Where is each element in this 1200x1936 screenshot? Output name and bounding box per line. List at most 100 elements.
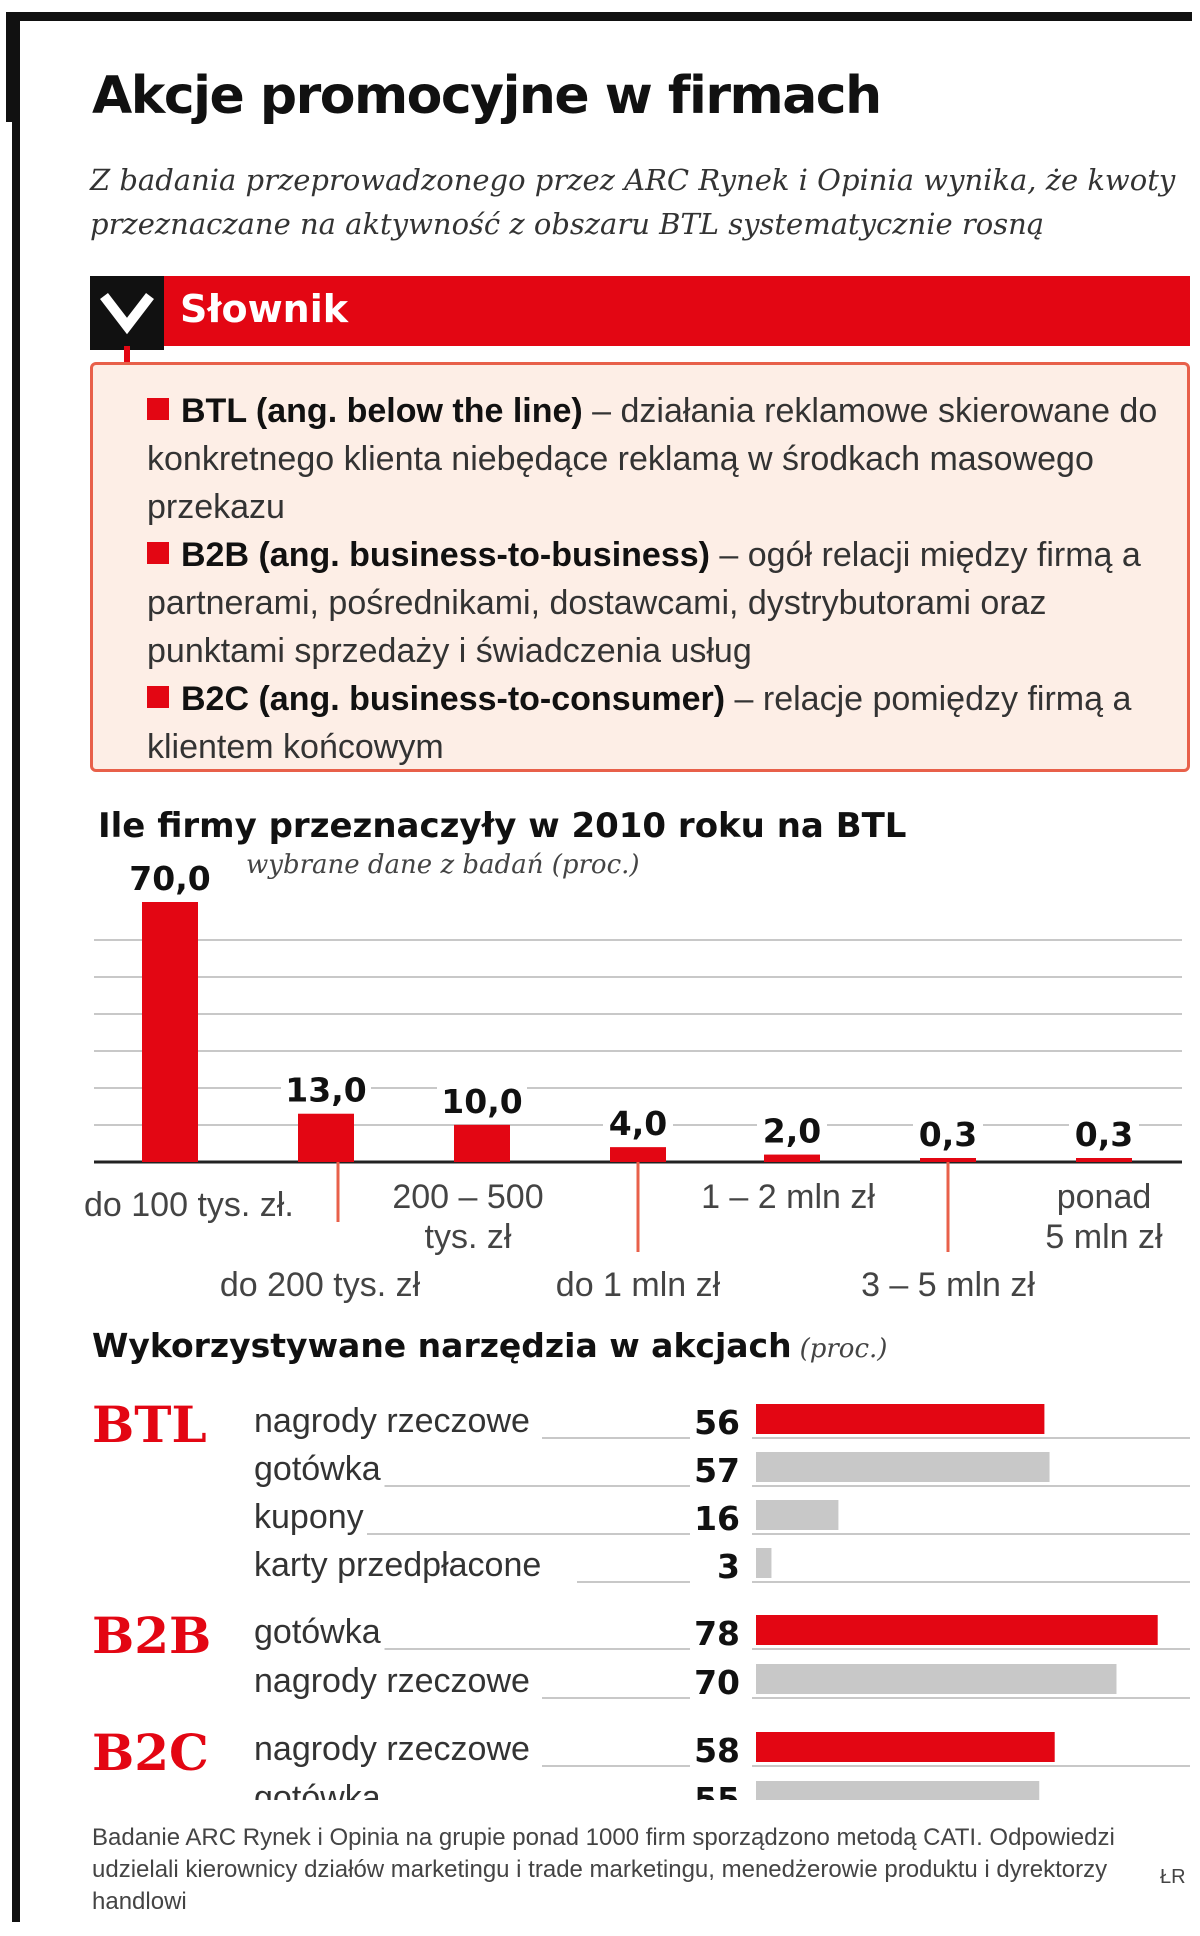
value-label-backdrop bbox=[603, 1105, 673, 1144]
author-credit: ŁR bbox=[1160, 1866, 1186, 1888]
tool-label-backdrop bbox=[250, 1450, 385, 1490]
glossary-entry-b2b: B2B (ang. business-to-business) – ogół r… bbox=[147, 531, 1167, 675]
glossary-box: BTL (ang. below the line) – działania re… bbox=[90, 362, 1190, 772]
category-label: 1 – 2 mln zł bbox=[701, 1178, 875, 1216]
tool-bar bbox=[756, 1404, 1045, 1434]
tools-chart-title-text: Wykorzystywane narzędzia w akcjach bbox=[92, 1326, 792, 1365]
tool-label-backdrop bbox=[250, 1498, 367, 1538]
tool-value: 3 bbox=[717, 1547, 740, 1586]
group-label: B2B bbox=[92, 1606, 211, 1665]
value-backdrop bbox=[690, 1779, 752, 1800]
value-backdrop bbox=[690, 1546, 752, 1586]
category-label-line: 200 – 500 bbox=[392, 1178, 543, 1216]
glossary-definition: – działania reklamowe skierowane do konk… bbox=[147, 392, 1158, 526]
tool-bar bbox=[756, 1664, 1117, 1694]
value-label: 2,0 bbox=[763, 1112, 821, 1151]
value-label-backdrop bbox=[437, 1082, 527, 1121]
tool-value: 78 bbox=[694, 1614, 740, 1653]
bullet-square-icon bbox=[147, 686, 169, 708]
value-label: 0,3 bbox=[1075, 1115, 1133, 1154]
tools-chart-title: Wykorzystywane narzędzia w akcjach (proc.… bbox=[92, 1326, 887, 1365]
glossary-term: B2C (ang. business-to-consumer) bbox=[181, 680, 726, 718]
tool-label-backdrop bbox=[250, 1662, 542, 1702]
value-label-backdrop bbox=[281, 1071, 371, 1110]
category-label-line: 3 – 5 mln zł bbox=[861, 1266, 1035, 1304]
tool-value: 57 bbox=[694, 1451, 740, 1490]
glossary-term: B2B (ang. business-to-business) bbox=[181, 536, 710, 574]
tool-bar bbox=[756, 1615, 1158, 1645]
tool-label: nagrody rzeczowe bbox=[254, 1730, 530, 1768]
chevron-down-icon bbox=[90, 276, 164, 350]
glossary-connector bbox=[124, 346, 130, 364]
frame-top-rule bbox=[6, 12, 1192, 21]
tool-label: gotówka bbox=[254, 1779, 381, 1800]
value-label: 4,0 bbox=[609, 1104, 667, 1143]
bar bbox=[454, 1124, 510, 1162]
category-label: do 100 tys. zł. bbox=[84, 1186, 294, 1224]
group-label: B2C bbox=[92, 1723, 209, 1782]
value-backdrop bbox=[690, 1450, 752, 1490]
value-backdrop bbox=[690, 1613, 752, 1653]
glossary-definition: – ogół relacji między firmą a partnerami… bbox=[147, 536, 1141, 670]
value-backdrop bbox=[690, 1402, 752, 1442]
value-backdrop bbox=[690, 1498, 752, 1538]
tool-bar bbox=[756, 1732, 1055, 1762]
tool-value: 70 bbox=[694, 1663, 740, 1702]
value-label-backdrop bbox=[913, 1116, 983, 1154]
value-backdrop bbox=[690, 1730, 752, 1770]
category-label: ponad 5 mln zł bbox=[1045, 1178, 1163, 1256]
bar bbox=[920, 1158, 976, 1162]
bar-chart-subtitle: wybrane dane z badań (proc.) bbox=[246, 850, 640, 880]
category-label-line: do 1 mln zł bbox=[556, 1266, 721, 1304]
value-label: 13,0 bbox=[285, 1071, 366, 1110]
tool-label-backdrop bbox=[250, 1779, 385, 1800]
btl-spend-bar-chart: 70,0 13,0 10,0 4,0 2,0 0,3 0,3 do 100 tys. zł. d… bbox=[84, 859, 1182, 1304]
category-label: do 200 tys. zł bbox=[220, 1266, 421, 1304]
tool-value: 16 bbox=[694, 1499, 740, 1538]
category-label-line: tys. zł bbox=[425, 1218, 512, 1256]
group-label: BTL bbox=[92, 1395, 207, 1454]
frame-left-rule bbox=[12, 12, 20, 1922]
tool-bar bbox=[756, 1500, 839, 1530]
tool-value: 56 bbox=[694, 1403, 740, 1442]
tool-label: kupony bbox=[254, 1498, 364, 1536]
category-label: 3 – 5 mln zł bbox=[861, 1266, 1035, 1304]
tool-label: nagrody rzeczowe bbox=[254, 1662, 530, 1700]
glossary-entry-b2c: B2C (ang. business-to-consumer) – relacj… bbox=[147, 675, 1167, 771]
bar bbox=[1076, 1158, 1132, 1162]
tool-bar bbox=[756, 1548, 772, 1578]
tool-value: 55 bbox=[694, 1780, 740, 1800]
category-label-line: 1 – 2 mln zł bbox=[701, 1178, 875, 1216]
category-label: do 1 mln zł bbox=[556, 1266, 721, 1304]
glossary-title: Słownik bbox=[180, 287, 349, 331]
glossary-entry-btl: BTL (ang. below the line) – działania re… bbox=[147, 387, 1167, 531]
bullet-square-icon bbox=[147, 398, 169, 420]
tool-label-backdrop bbox=[250, 1613, 385, 1653]
bar-chart-title: Ile firmy przeznaczyły w 2010 roku na BT… bbox=[98, 806, 907, 846]
tool-bar bbox=[756, 1781, 1040, 1800]
value-label: 70,0 bbox=[129, 859, 210, 898]
tools-chart-unit: (proc.) bbox=[799, 1334, 888, 1364]
value-label-backdrop bbox=[757, 1112, 827, 1151]
tool-label: karty przedpłacone bbox=[254, 1546, 541, 1584]
category-label: 200 – 500 tys. zł bbox=[392, 1178, 543, 1256]
footer-note: Badanie ARC Rynek i Opinia na grupie pon… bbox=[92, 1824, 1115, 1915]
glossary-header bbox=[90, 276, 1190, 346]
value-label-backdrop bbox=[125, 860, 215, 898]
glossary-definition: – relacje pomiędzy firmą a klientem końc… bbox=[147, 680, 1132, 766]
glossary-term: BTL (ang. below the line) bbox=[181, 392, 583, 430]
tool-value: 58 bbox=[694, 1731, 740, 1770]
page-title: Akcje promocyjne w firmach bbox=[92, 66, 882, 126]
tool-bar bbox=[756, 1452, 1050, 1482]
value-label-backdrop bbox=[1069, 1116, 1139, 1154]
category-label-line: do 100 tys. zł. bbox=[84, 1186, 294, 1224]
tool-label-backdrop bbox=[250, 1402, 542, 1442]
value-label: 10,0 bbox=[441, 1082, 522, 1121]
tool-label: nagrody rzeczowe bbox=[254, 1402, 530, 1440]
value-label: 0,3 bbox=[919, 1115, 977, 1154]
page-subtitle: Z badania przeprowadzonego przez ARC Ryn… bbox=[90, 163, 1176, 241]
bullet-square-icon bbox=[147, 542, 169, 564]
bar bbox=[142, 902, 198, 1162]
tools-bar-chart: BTL nagrody rzeczowe 56 gotówka 57 kupony 16 ka… bbox=[92, 1395, 1190, 1800]
tool-label-backdrop bbox=[250, 1730, 542, 1770]
